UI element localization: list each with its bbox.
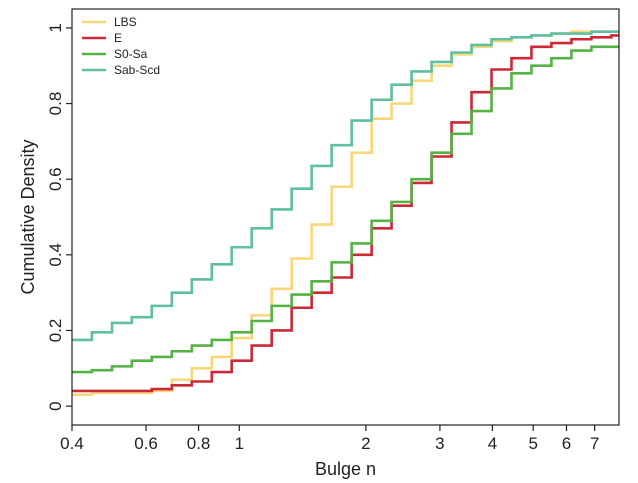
legend: LBS E S0-Sa Sab-Scd [82, 15, 160, 77]
series-line-sab-scd [72, 30, 619, 342]
axis-layer: 0.4 0.6 0.8 1 2 3 4 5 6 7 0 0.2 0.4 0.6 0.8 1 [46, 23, 599, 453]
x-tick-label: 4 [488, 434, 497, 453]
legend-label: S0-Sa [114, 47, 148, 61]
x-tick-label: 5 [528, 434, 537, 453]
series-line-e [72, 34, 619, 393]
y-tick-label: 0 [46, 401, 65, 410]
y-tick-label: 1 [46, 23, 65, 32]
legend-label: Sab-Scd [114, 63, 160, 77]
plot-frame [71, 8, 620, 426]
y-tick-label: 0.4 [46, 243, 65, 267]
x-tick-label: 2 [361, 434, 370, 453]
x-tick-label: 3 [435, 434, 444, 453]
x-tick-label: 7 [590, 434, 599, 453]
x-tick-label: 0.6 [134, 434, 158, 453]
series-layer [72, 30, 619, 397]
legend-label: E [114, 31, 122, 45]
series-line-s0-sa [72, 45, 619, 374]
x-tick-label: 0.8 [187, 434, 211, 453]
x-axis-title: Bulge n [315, 459, 376, 479]
y-tick-label: 0.6 [46, 167, 65, 191]
legend-label: LBS [114, 15, 137, 29]
x-tick-label: 1 [235, 434, 244, 453]
x-tick-label: 0.4 [60, 434, 84, 453]
y-axis-title: Cumulative Density [18, 139, 38, 294]
y-tick-label: 0.2 [46, 319, 65, 343]
y-tick-label: 0.8 [46, 92, 65, 116]
x-tick-label: 6 [562, 434, 571, 453]
